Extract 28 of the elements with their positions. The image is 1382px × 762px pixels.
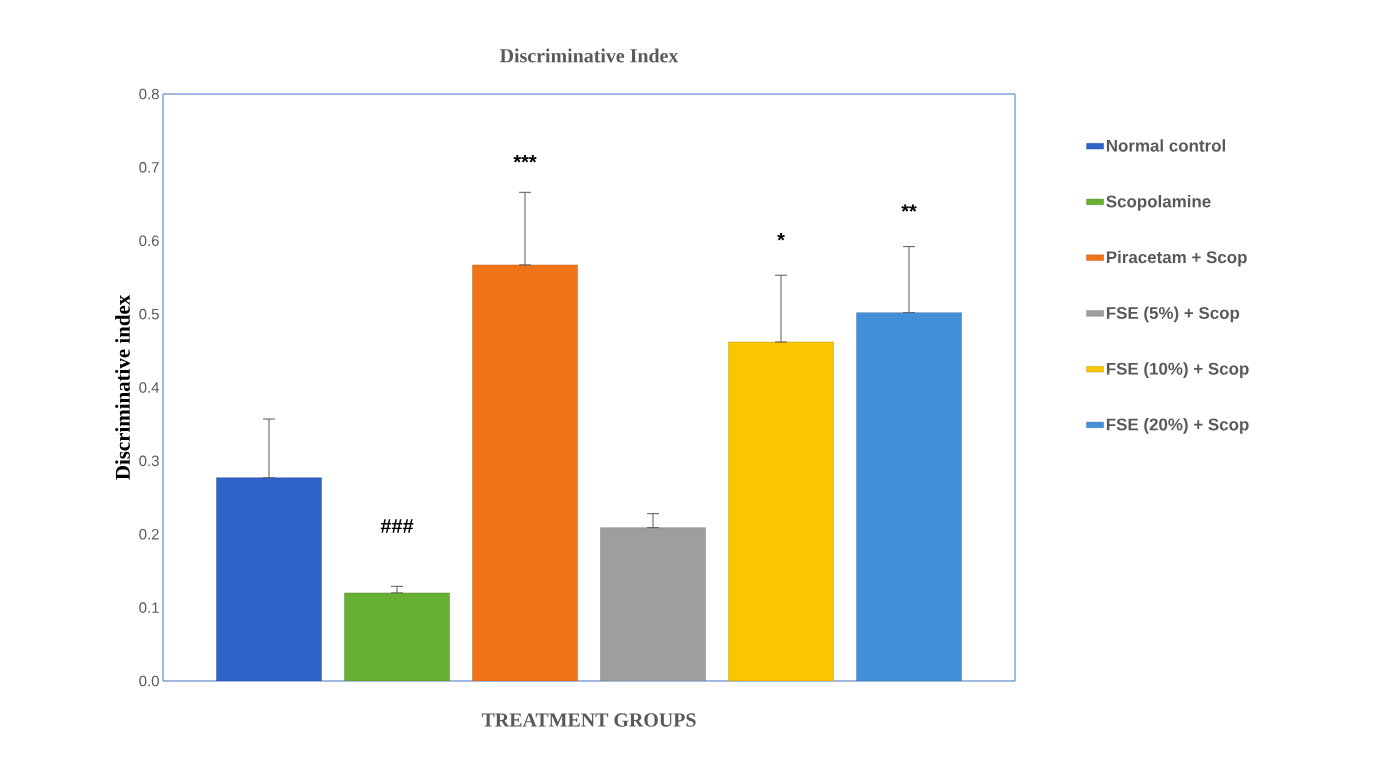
legend-label: Scopolamine	[1106, 195, 1211, 211]
annotation: ***	[513, 155, 537, 163]
bar	[472, 264, 578, 681]
bar	[344, 592, 450, 681]
y-tick-label: 0.1	[139, 602, 159, 613]
legend-label: FSE (5%) + Scop	[1106, 306, 1240, 323]
y-tick-label: 0.3	[139, 455, 159, 467]
bar	[728, 341, 834, 681]
bar	[600, 527, 706, 681]
annotation: *	[777, 233, 785, 241]
y-tick-label: 0.5	[139, 308, 159, 320]
y-tick-label: 0.7	[139, 162, 159, 173]
legend-label: Piracetam + Scop	[1106, 250, 1247, 267]
bar	[856, 312, 962, 681]
y-tick-label: 0.6	[139, 235, 159, 247]
annotation: ###	[380, 519, 414, 533]
bar	[216, 477, 322, 681]
y-tick-label: 0.2	[139, 528, 159, 540]
legend-label: FSE (20%) + Scop	[1106, 418, 1249, 434]
chart-title: Discriminative Index	[499, 48, 679, 63]
x-axis-title: TREATMENT GROUPS	[481, 713, 696, 727]
y-tick-label: 0.4	[139, 382, 160, 393]
annotation: **	[901, 204, 917, 212]
legend-label: FSE (10%) + Scop	[1106, 362, 1249, 379]
y-tick-label: 0.0	[139, 675, 159, 687]
legend-label: Normal control	[1106, 139, 1226, 152]
y-axis-title: Discriminative index	[115, 294, 130, 480]
y-tick-label: 0.8	[139, 88, 159, 100]
